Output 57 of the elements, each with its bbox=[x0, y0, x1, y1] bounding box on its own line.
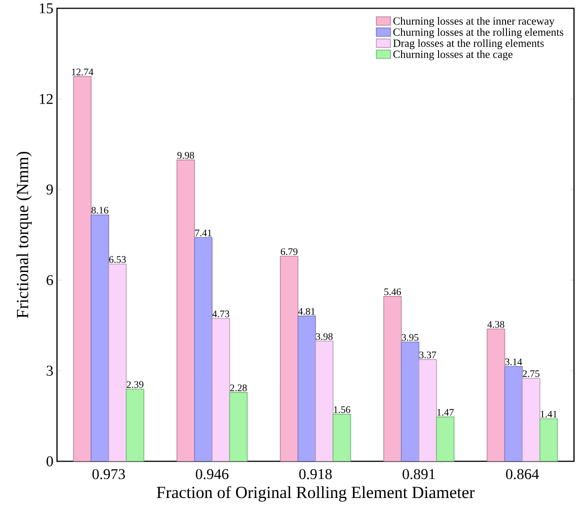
data-label: 12.74 bbox=[72, 68, 94, 76]
x-tick-label: 0.864 bbox=[506, 468, 539, 480]
data-label: 3.37 bbox=[419, 351, 436, 358]
bar bbox=[90, 214, 110, 462]
bar bbox=[504, 366, 523, 462]
data-label: 3.14 bbox=[505, 358, 522, 366]
legend-label: Churning losses at the cage bbox=[393, 50, 512, 60]
bar bbox=[315, 340, 334, 462]
data-label: 6.53 bbox=[109, 256, 126, 263]
bar bbox=[212, 318, 230, 462]
data-label: 4.38 bbox=[487, 320, 504, 328]
data-label: 6.79 bbox=[280, 248, 298, 255]
data-label: 7.41 bbox=[195, 229, 212, 236]
legend-label: Churning losses at the rolling elements bbox=[393, 28, 564, 38]
bar bbox=[436, 416, 454, 462]
y-tick-label: 0 bbox=[46, 456, 53, 466]
data-label: 1.41 bbox=[540, 410, 557, 418]
y-tick-label: 3 bbox=[46, 366, 53, 376]
x-tick-label: 0.973 bbox=[92, 468, 125, 480]
data-label: 1.56 bbox=[334, 406, 350, 413]
y-axis-title: Frictional torque (Nmm) bbox=[16, 152, 32, 318]
bar bbox=[229, 392, 248, 462]
bar bbox=[280, 256, 298, 462]
bar bbox=[73, 76, 92, 462]
bar bbox=[400, 341, 420, 462]
data-label: 9.98 bbox=[177, 152, 194, 159]
x-tick-label: 0.891 bbox=[402, 468, 435, 480]
y-tick-label: 9 bbox=[46, 184, 53, 194]
bar bbox=[108, 264, 127, 462]
legend-label: Churning losses at the inner raceway bbox=[393, 16, 554, 27]
data-label: 2.28 bbox=[230, 384, 247, 392]
data-label: 8.16 bbox=[92, 206, 108, 214]
bar bbox=[194, 236, 213, 462]
x-tick-label: 0.918 bbox=[299, 468, 332, 480]
bar bbox=[383, 296, 402, 462]
bar bbox=[486, 328, 506, 462]
data-label: 2.39 bbox=[126, 381, 144, 388]
bar bbox=[522, 378, 540, 462]
data-label: 2.75 bbox=[522, 370, 540, 377]
data-label: 3.98 bbox=[316, 333, 333, 340]
data-label: 1.47 bbox=[437, 408, 454, 416]
bar bbox=[418, 358, 437, 462]
x-tick-label: 0.946 bbox=[196, 468, 228, 480]
data-label: 4.73 bbox=[212, 310, 230, 318]
bar bbox=[332, 414, 352, 462]
data-label: 5.46 bbox=[384, 288, 401, 296]
data-label: 4.81 bbox=[298, 308, 315, 315]
y-tick-label: 15 bbox=[40, 3, 53, 14]
y-tick-label: 12 bbox=[40, 94, 53, 104]
bar bbox=[539, 418, 558, 462]
legend-label: Drag losses at the rolling elements bbox=[393, 39, 544, 50]
bar bbox=[176, 159, 195, 462]
bar bbox=[126, 388, 144, 462]
bar bbox=[298, 316, 316, 462]
data-label: 3.95 bbox=[402, 334, 418, 341]
y-tick-label: 6 bbox=[46, 274, 54, 285]
x-axis-title: Fraction of Original Rolling Element Diameter bbox=[156, 486, 475, 502]
